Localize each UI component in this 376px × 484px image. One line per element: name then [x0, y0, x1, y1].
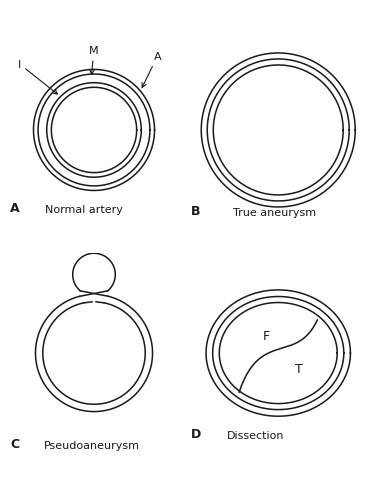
Text: Pseudoaneurysm: Pseudoaneurysm [44, 439, 140, 450]
Text: A: A [11, 201, 20, 214]
Text: A: A [142, 52, 161, 88]
Text: M: M [89, 46, 99, 75]
Text: Dissection: Dissection [227, 430, 285, 440]
Text: B: B [191, 205, 200, 218]
Text: Normal artery: Normal artery [45, 204, 123, 214]
Text: T: T [296, 362, 303, 375]
Text: True aneurysm: True aneurysm [233, 208, 316, 218]
Text: C: C [11, 437, 20, 450]
Text: I: I [17, 60, 58, 95]
Text: F: F [263, 329, 270, 342]
Text: D: D [191, 427, 201, 440]
